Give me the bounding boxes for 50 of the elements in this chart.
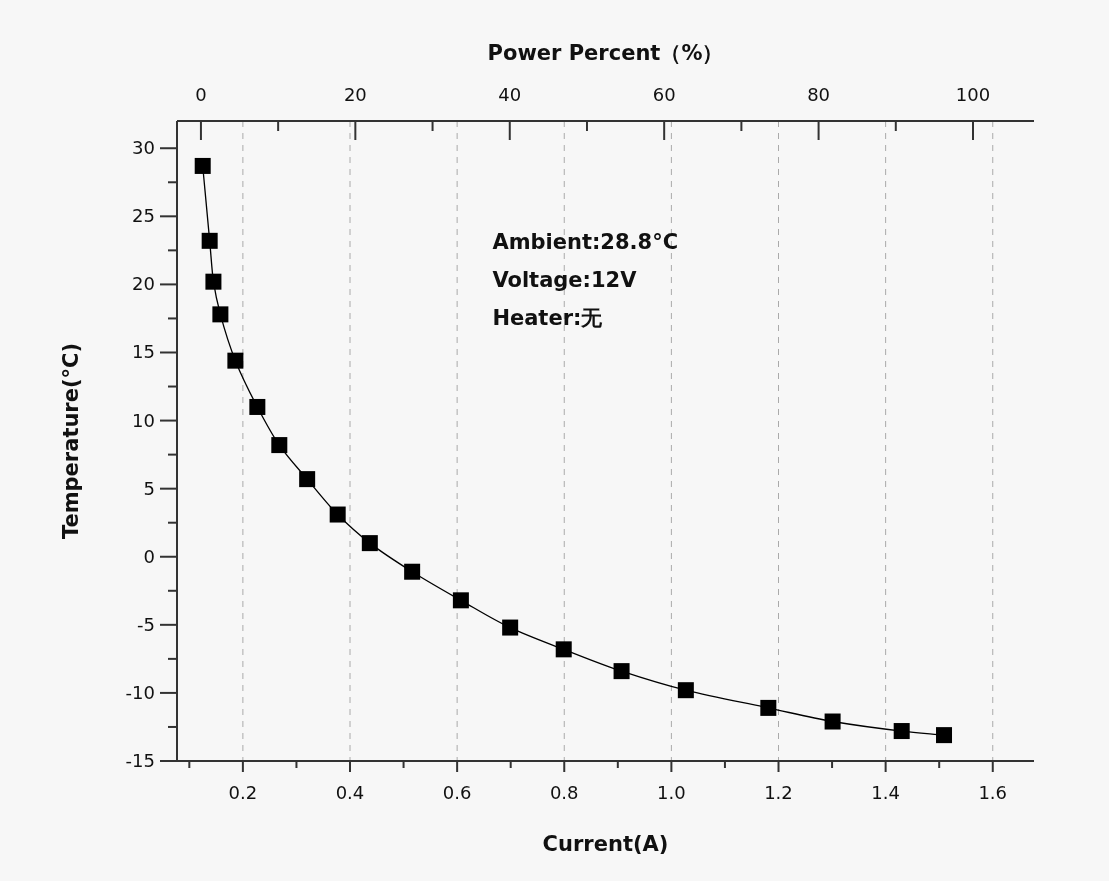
point <box>893 723 910 740</box>
point <box>212 306 229 323</box>
point <box>299 471 316 488</box>
x-tick-label: 1.2 <box>764 782 793 803</box>
point <box>452 592 469 609</box>
point <box>555 641 572 658</box>
point <box>760 699 777 716</box>
point <box>205 273 222 290</box>
point <box>271 437 288 454</box>
y-tick-label: 0 <box>143 545 155 567</box>
y-tick-label: 30 <box>132 137 155 159</box>
point <box>249 398 266 415</box>
x-tick-label: 0.8 <box>549 782 579 803</box>
point <box>936 727 953 744</box>
x2-tick-label: 100 <box>955 84 991 105</box>
point <box>613 663 630 680</box>
y-tick-label: -10 <box>125 681 155 703</box>
y-tick-label: 15 <box>132 341 155 363</box>
y-axis-title: Temperature(°C) <box>59 342 83 540</box>
point <box>361 535 378 552</box>
annotation: Ambient:28.8°C <box>492 230 679 254</box>
y-tick-label: 5 <box>143 477 155 499</box>
x-tick-label: 0.4 <box>335 782 365 803</box>
x2-tick-label: 80 <box>807 84 831 105</box>
x-axis-title: Current(A) <box>542 832 669 856</box>
point <box>677 682 694 699</box>
y-tick-label: 10 <box>132 409 155 431</box>
y-tick-label: 25 <box>132 205 155 227</box>
y-tick-label: -15 <box>125 750 155 771</box>
x-tick-label: 1.6 <box>978 782 1008 803</box>
x2-tick-label: 40 <box>498 84 522 105</box>
x2-tick-label: 20 <box>343 84 367 105</box>
y-tick-label: -5 <box>137 613 155 635</box>
y-tick-label: 20 <box>132 273 155 295</box>
point <box>329 506 346 523</box>
x-tick-label: 1.4 <box>871 782 900 803</box>
point <box>201 232 218 249</box>
x-tick-label: 1.0 <box>657 782 686 803</box>
annotation: Heater:无 <box>492 306 604 330</box>
x2-tick-label: 0 <box>195 84 207 105</box>
x-tick-label: 0.2 <box>228 782 258 803</box>
x-tick-label: 0.6 <box>442 782 472 803</box>
annotation: Voltage:12V <box>492 268 638 292</box>
point <box>194 157 211 174</box>
x2-tick-label: 60 <box>652 84 676 105</box>
point <box>404 563 421 580</box>
point <box>227 352 244 369</box>
point <box>502 619 519 636</box>
point <box>824 713 841 730</box>
x2-axis-title: Power Percent（%） <box>487 41 724 65</box>
